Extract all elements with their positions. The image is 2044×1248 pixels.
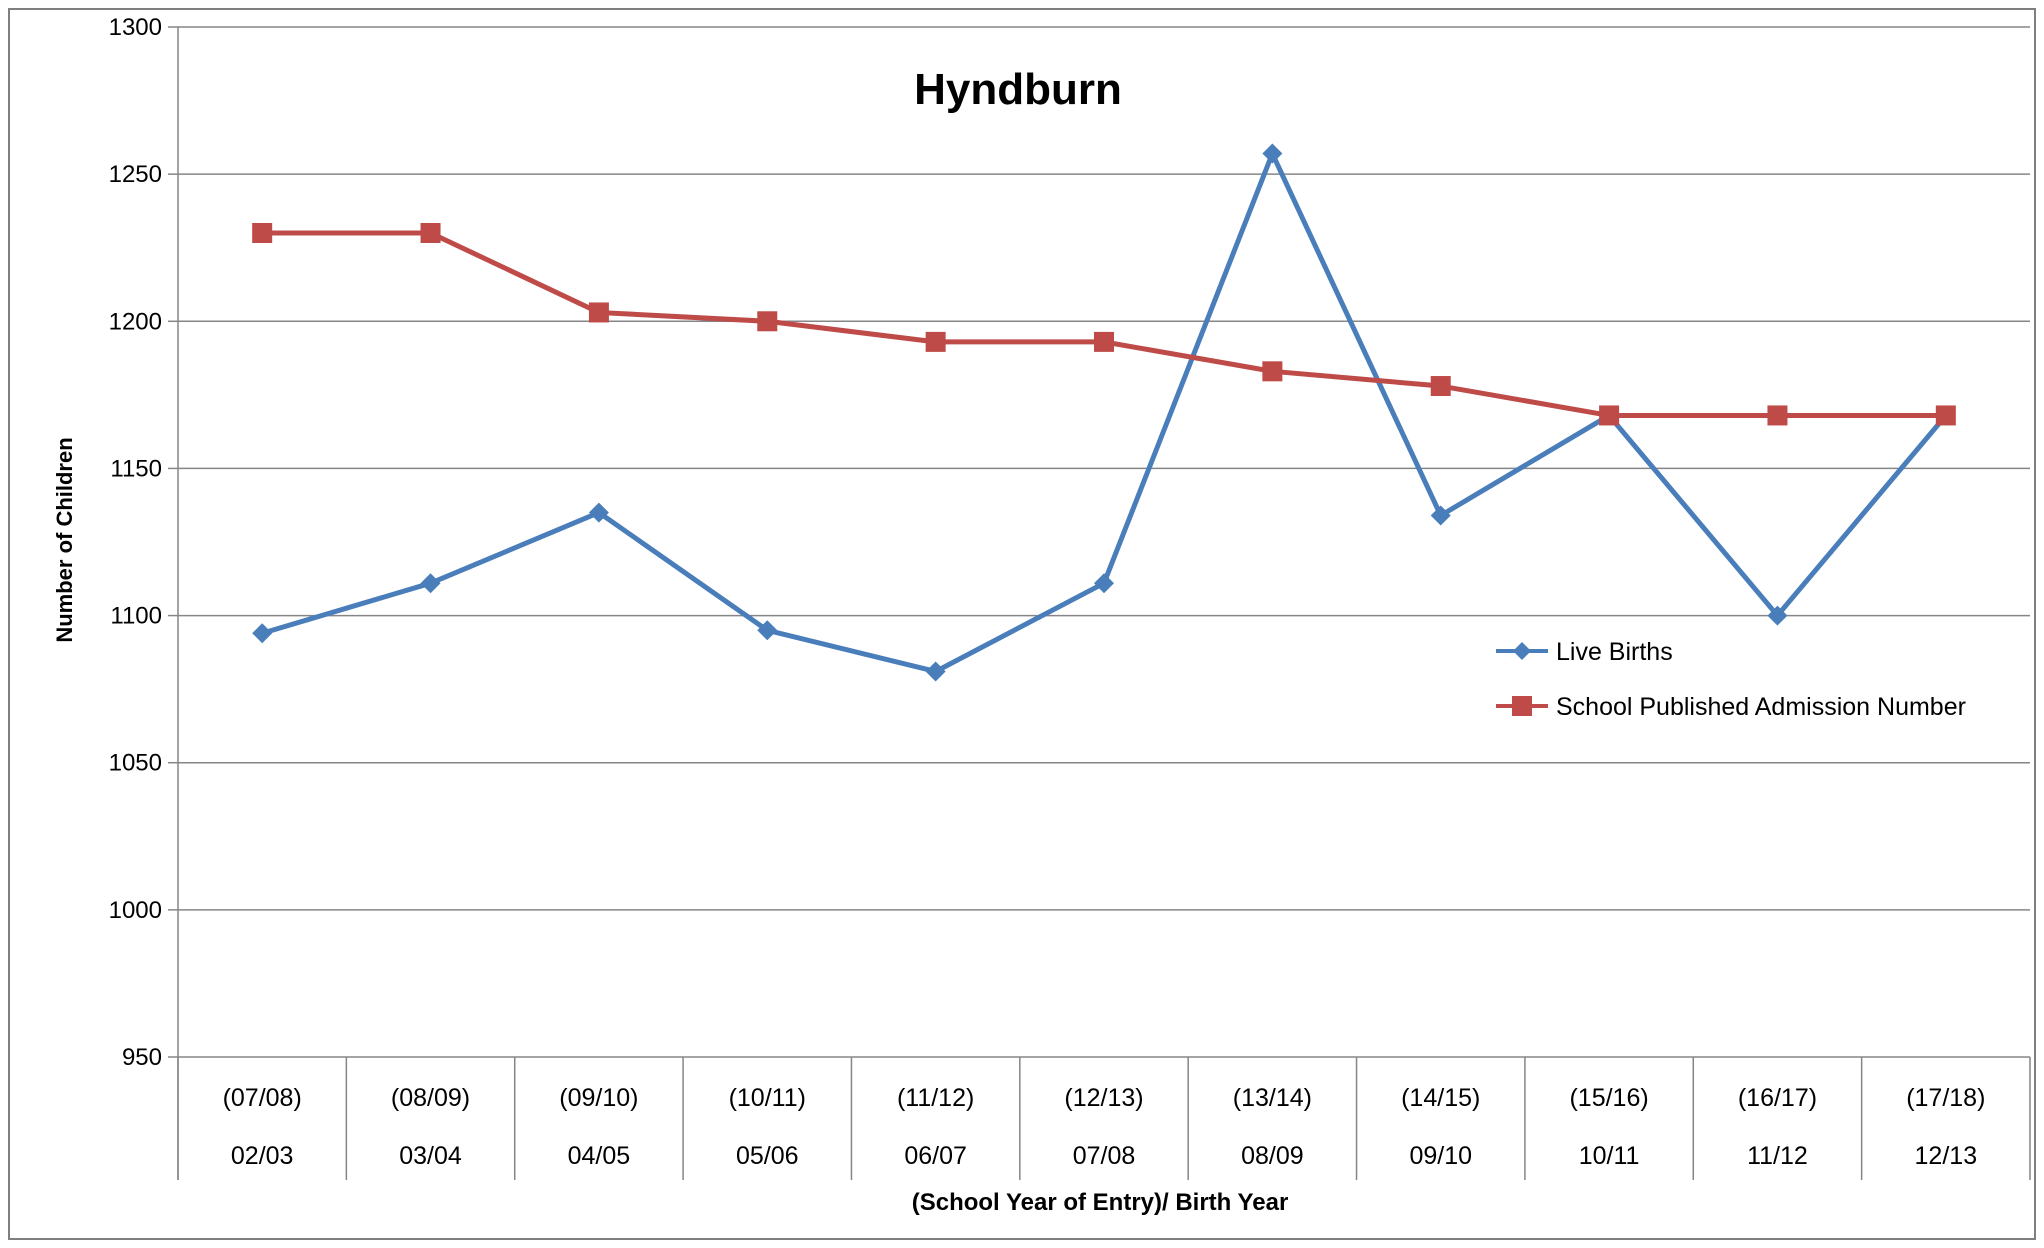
x-tick-label-birth-year: 04/05 xyxy=(568,1142,631,1170)
gridlines xyxy=(178,26,2030,1058)
x-tick-label-school-year: (14/15) xyxy=(1401,1084,1480,1112)
data-point-diamond xyxy=(1094,573,1114,594)
data-point-square xyxy=(1935,405,1956,426)
x-tick-label-birth-year: 06/07 xyxy=(904,1142,967,1170)
x-tick-label-birth-year: 11/12 xyxy=(1747,1142,1808,1170)
data-point-square xyxy=(420,223,441,243)
x-tick-label-school-year: (12/13) xyxy=(1064,1084,1143,1112)
data-point-square xyxy=(1094,331,1114,352)
y-tick-label: 1000 xyxy=(109,897,162,924)
x-axis-label: (School Year of Entry)/ Birth Year xyxy=(912,1189,1289,1216)
data-point-square xyxy=(1262,361,1283,382)
data-point-diamond xyxy=(925,661,946,682)
y-tick-label: 1200 xyxy=(109,308,162,335)
data-point-square xyxy=(757,311,778,332)
y-tick-label: 1100 xyxy=(110,603,162,630)
axes: 950 1000 1050 1100 1150 1200 1250 1300 (07/08) (0… xyxy=(109,14,2031,1180)
data-point-square xyxy=(588,302,609,323)
data-point-diamond xyxy=(1767,605,1788,626)
y-tick-label: 1050 xyxy=(109,750,162,777)
legend-item-live-births: Live Births xyxy=(1496,638,1673,666)
x-tick-label-birth-year: 08/09 xyxy=(1241,1142,1304,1170)
x-tick-label-school-year: (16/17) xyxy=(1738,1084,1817,1112)
x-tick-label-school-year: (11/12) xyxy=(897,1084,974,1112)
series-school-published-admission-number xyxy=(252,223,1956,426)
legend-item-admission-number: School Published Admission Number xyxy=(1496,693,1966,721)
x-tick-label-birth-year: 05/06 xyxy=(736,1142,799,1170)
legend-marker-diamond-icon xyxy=(1513,642,1531,660)
x-tick-label-school-year: (10/11) xyxy=(729,1084,806,1112)
legend: Live Births School Published Admission N… xyxy=(1496,638,1966,721)
data-point-diamond xyxy=(757,620,778,641)
x-tick-label-school-year: (09/10) xyxy=(559,1084,638,1112)
x-tick-label-birth-year: 12/13 xyxy=(1915,1142,1978,1170)
data-point-square xyxy=(1767,405,1788,426)
y-tick-label: 1250 xyxy=(109,161,162,188)
data-point-square xyxy=(925,331,946,352)
x-tick-label-birth-year: 02/03 xyxy=(231,1142,294,1170)
x-tick-label-school-year: (15/16) xyxy=(1569,1084,1648,1112)
legend-marker-square-icon xyxy=(1512,696,1532,716)
x-tick-label-birth-year: 07/08 xyxy=(1073,1142,1136,1170)
data-point-diamond xyxy=(252,623,273,644)
legend-label-live-births: Live Births xyxy=(1556,638,1673,666)
data-point-square xyxy=(1430,376,1451,397)
data-point-square xyxy=(252,223,273,243)
chart-frame: 950 1000 1050 1100 1150 1200 1250 1300 (07/08) (0… xyxy=(8,8,2036,1240)
y-tick-label: 950 xyxy=(122,1044,162,1071)
data-point-diamond xyxy=(1430,505,1451,526)
x-tick-label-school-year: (07/08) xyxy=(223,1084,302,1112)
data-point-square xyxy=(1599,405,1620,426)
data-point-diamond xyxy=(588,502,609,523)
chart-title: Hyndburn xyxy=(914,65,1122,114)
series-layer xyxy=(252,143,1956,682)
y-tick-label: 1300 xyxy=(109,14,162,41)
series-line xyxy=(262,230,1946,418)
series-live-births xyxy=(252,143,1956,682)
y-tick-label: 1150 xyxy=(110,455,162,482)
line-chart: 950 1000 1050 1100 1150 1200 1250 1300 (07/08) (0… xyxy=(52,14,2031,1216)
x-tick-label-school-year: (17/18) xyxy=(1906,1084,1985,1112)
x-tick-label-school-year: (08/09) xyxy=(391,1084,470,1112)
data-point-diamond xyxy=(1262,143,1283,164)
data-point-diamond xyxy=(420,573,441,594)
series-line xyxy=(261,151,1948,674)
x-tick-label-birth-year: 10/11 xyxy=(1579,1142,1640,1170)
x-tick-label-birth-year: 09/10 xyxy=(1409,1142,1472,1170)
x-tick-label-birth-year: 03/04 xyxy=(399,1142,462,1170)
legend-label-admission-number: School Published Admission Number xyxy=(1556,693,1966,721)
x-tick-label-school-year: (13/14) xyxy=(1233,1084,1312,1112)
y-axis-label: Number of Children xyxy=(52,437,77,642)
